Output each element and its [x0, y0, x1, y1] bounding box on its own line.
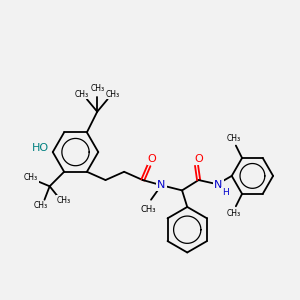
Text: CH₃: CH₃	[90, 84, 104, 93]
Text: O: O	[148, 154, 156, 164]
Text: CH₃: CH₃	[227, 134, 241, 143]
Text: HO: HO	[32, 143, 49, 153]
Text: CH₃: CH₃	[106, 90, 120, 99]
Text: CH₃: CH₃	[227, 209, 241, 218]
Text: CH₃: CH₃	[33, 201, 47, 210]
Text: CH₃: CH₃	[24, 173, 38, 182]
Text: CH₃: CH₃	[140, 205, 156, 214]
Text: O: O	[194, 154, 203, 164]
Text: CH₃: CH₃	[75, 90, 89, 99]
Text: H: H	[222, 188, 229, 197]
Text: N: N	[214, 180, 223, 190]
Text: CH₃: CH₃	[57, 196, 71, 205]
Text: N: N	[157, 180, 166, 190]
